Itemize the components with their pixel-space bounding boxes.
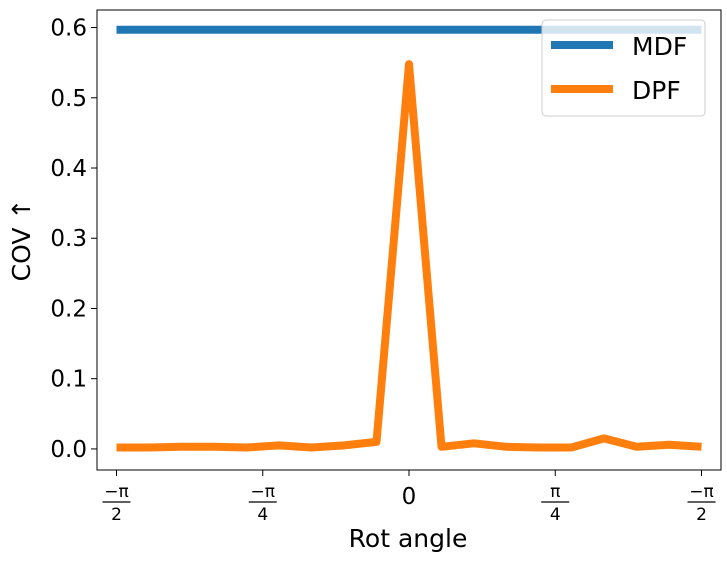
x-tick-denominator: 4 (257, 505, 268, 525)
y-axis-label: COV ↑ (7, 199, 36, 282)
legend-label-dpf: DPF (632, 76, 681, 105)
y-tick-label: 0.0 (50, 437, 87, 463)
y-tick-label: 0.1 (50, 367, 87, 393)
series-line-dpf (116, 60, 702, 452)
y-axis: 0.0 0.1 0.2 0.3 0.4 0.5 0.6 (50, 16, 97, 463)
x-tick-numerator: −π (251, 482, 275, 502)
legend-label-mdf: MDF (632, 32, 687, 61)
y-tick-label: 0.4 (50, 156, 87, 182)
x-axis: −π 2 −π 4 0 π 4 −π 2 (102, 470, 716, 525)
x-tick-numerator: −π (104, 482, 128, 502)
y-tick-label: 0.5 (50, 86, 87, 112)
legend: MDF DPF (541, 19, 706, 117)
x-axis-label: Rot angle (349, 524, 468, 553)
x-tick-denominator: 2 (111, 505, 122, 525)
x-tick-denominator: 2 (696, 505, 707, 525)
x-tick-denominator: 4 (550, 505, 561, 525)
y-tick-label: 0.3 (50, 226, 87, 252)
y-tick-label: 0.6 (50, 16, 87, 42)
x-tick-numerator: −π (689, 482, 713, 502)
y-tick-label: 0.2 (50, 296, 87, 322)
x-tick-label: 0 (402, 484, 417, 510)
x-tick-numerator: π (550, 482, 560, 502)
